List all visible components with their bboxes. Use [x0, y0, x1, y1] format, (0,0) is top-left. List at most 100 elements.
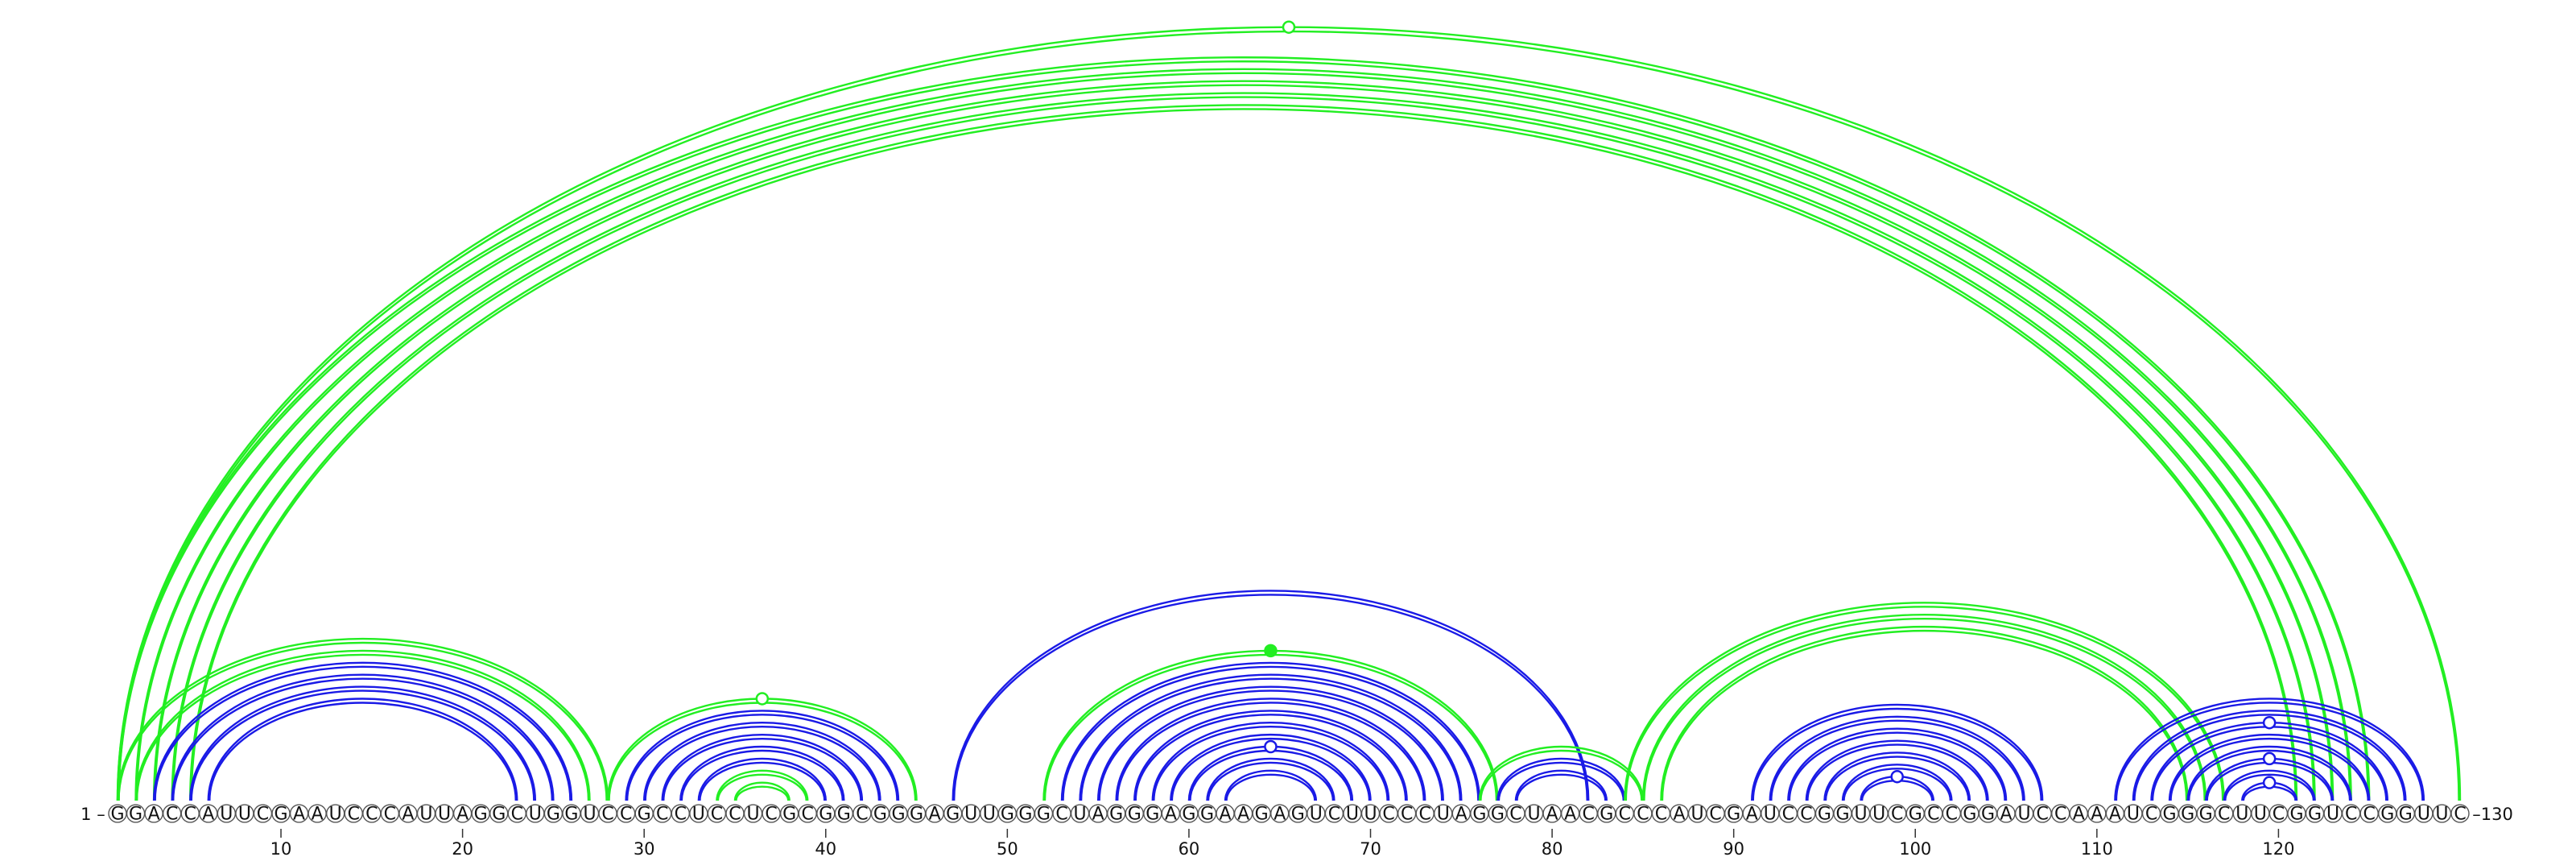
nucleotide-letter: G — [837, 805, 851, 825]
arc-stroke — [192, 109, 2296, 801]
nucleotide-letter: U — [2127, 805, 2140, 825]
nucleotide-letter: A — [1455, 805, 1468, 825]
nucleotide-letter: A — [2109, 805, 2121, 825]
nucleotide-letter: U — [983, 805, 996, 825]
arc-stroke — [736, 787, 788, 801]
arc-stroke — [1043, 651, 1497, 801]
nucleotide-letter: U — [329, 805, 342, 825]
nucleotide-letter: C — [2036, 805, 2048, 825]
tick-label: 80 — [1542, 839, 1563, 857]
nucleotide-letter: G — [910, 805, 923, 825]
base-pair-arc-76-85 — [1480, 747, 1643, 801]
nucleotide-letter: C — [1709, 805, 1721, 825]
nucleotide-letter: G — [110, 805, 124, 825]
nucleotide-letter: C — [802, 805, 814, 825]
tick-label: 60 — [1179, 839, 1200, 857]
arc-stroke — [209, 703, 515, 801]
base-pair-arc-6-23 — [208, 699, 517, 801]
position-axis: 10 20 30 40 50 60 70 80 90 100 110 120 — [270, 829, 2295, 857]
nucleotide-letter: A — [2073, 805, 2085, 825]
nucleotide-letter: U — [1691, 805, 1704, 825]
nucleotide-letter: C — [601, 805, 613, 825]
nucleotide-letter: C — [2273, 805, 2285, 825]
nucleotide-letter: G — [2181, 805, 2194, 825]
arc-stroke — [1626, 607, 2223, 801]
nucleotide-letter: C — [1509, 805, 1521, 825]
nucleotide-letter: C — [1382, 805, 1394, 825]
nucleotide-letter: G — [2199, 805, 2213, 825]
nucleotide-letter: A — [293, 805, 305, 825]
nucleotide-letter: U — [2435, 805, 2448, 825]
nucleotide-letter: U — [2254, 805, 2267, 825]
nucleotide-letter: G — [1981, 805, 1995, 825]
open-marker — [2264, 717, 2275, 728]
base-pair-arc-31-42 — [663, 735, 862, 801]
nucleotide-letter: A — [1546, 805, 1558, 825]
nucleotide-letter: G — [2308, 805, 2322, 825]
nucleotide-letter: C — [656, 805, 668, 825]
nucleotide-letter: U — [1527, 805, 1540, 825]
nucleotide-letter: C — [257, 805, 269, 825]
nucleotide-letter: A — [202, 805, 214, 825]
sequence-start-label: 1 – — [80, 805, 105, 824]
nucleotide-letter: C — [675, 805, 687, 825]
nucleotide-letter: C — [1800, 805, 1812, 825]
nucleotide-letter: C — [1927, 805, 1939, 825]
nucleotide-letter: U — [220, 805, 233, 825]
nucleotide-letter: G — [1835, 805, 1849, 825]
nucleotide-letter: G — [1182, 805, 1195, 825]
nucleotide-letter: C — [1619, 805, 1631, 825]
base-pair-arc-35-38 — [735, 783, 790, 801]
nucleotide-letter: C — [2054, 805, 2066, 825]
nucleotide-letter: U — [746, 805, 759, 825]
nucleotide-letter: C — [1946, 805, 1958, 825]
nucleotide-letter: C — [2145, 805, 2157, 825]
nucleotide-letter: U — [238, 805, 251, 825]
tick-label: 110 — [2081, 839, 2113, 857]
nucleotide-letter: C — [2454, 805, 2466, 825]
nucleotide-letter: G — [547, 805, 560, 825]
arc-stroke — [1662, 631, 2186, 801]
open-marker — [1265, 741, 1276, 752]
nucleotide-letter: G — [1109, 805, 1123, 825]
arc-stroke — [136, 651, 590, 801]
sequence-end-label: –130 — [2472, 805, 2513, 824]
nucleotide-letter: A — [148, 805, 160, 825]
nucleotide-letter: G — [274, 805, 287, 825]
nucleotide-letter: C — [1583, 805, 1595, 825]
tick-label: 40 — [815, 839, 836, 857]
open-marker — [757, 693, 768, 704]
base-pair-arc-86-115 — [1661, 627, 2187, 801]
nucleotide-letter: A — [2091, 805, 2103, 825]
nucleotide-letter: U — [1764, 805, 1777, 825]
nucleotide-letter: G — [2163, 805, 2177, 825]
nucleotide-letter: G — [1018, 805, 1032, 825]
nucleotide-letter: C — [729, 805, 741, 825]
nucleotide-letter: U — [1346, 805, 1359, 825]
tick-label: 100 — [1899, 839, 1931, 857]
nucleotide-letter: G — [492, 805, 506, 825]
nucleotide-letter: A — [2000, 805, 2013, 825]
nucleotide-letter: C — [711, 805, 723, 825]
nucleotide-letter: G — [1727, 805, 1740, 825]
arc-stroke — [172, 93, 2315, 801]
nucleotide-letter: G — [1128, 805, 1141, 825]
nucleotide-letter: U — [964, 805, 977, 825]
nucleotide-letter: C — [2345, 805, 2357, 825]
nucleotide-letter: U — [529, 805, 542, 825]
nucleotide-letter: U — [692, 805, 705, 825]
base-pair-arc-2-27 — [136, 651, 590, 801]
nucleotide-letter: C — [856, 805, 868, 825]
base-pair-arc-2-124 — [136, 69, 2351, 801]
base-pair-arc-3-26 — [154, 663, 572, 801]
arc-stroke — [1045, 655, 1496, 801]
arc-stroke — [173, 97, 2314, 801]
arc-stroke — [1480, 747, 1643, 801]
nucleotide-letter: U — [2326, 805, 2339, 825]
nucleotide-letter: A — [1274, 805, 1286, 825]
open-marker — [1283, 22, 1294, 33]
nucleotide-letter: G — [1909, 805, 1922, 825]
nucleotide-letter: U — [1310, 805, 1323, 825]
